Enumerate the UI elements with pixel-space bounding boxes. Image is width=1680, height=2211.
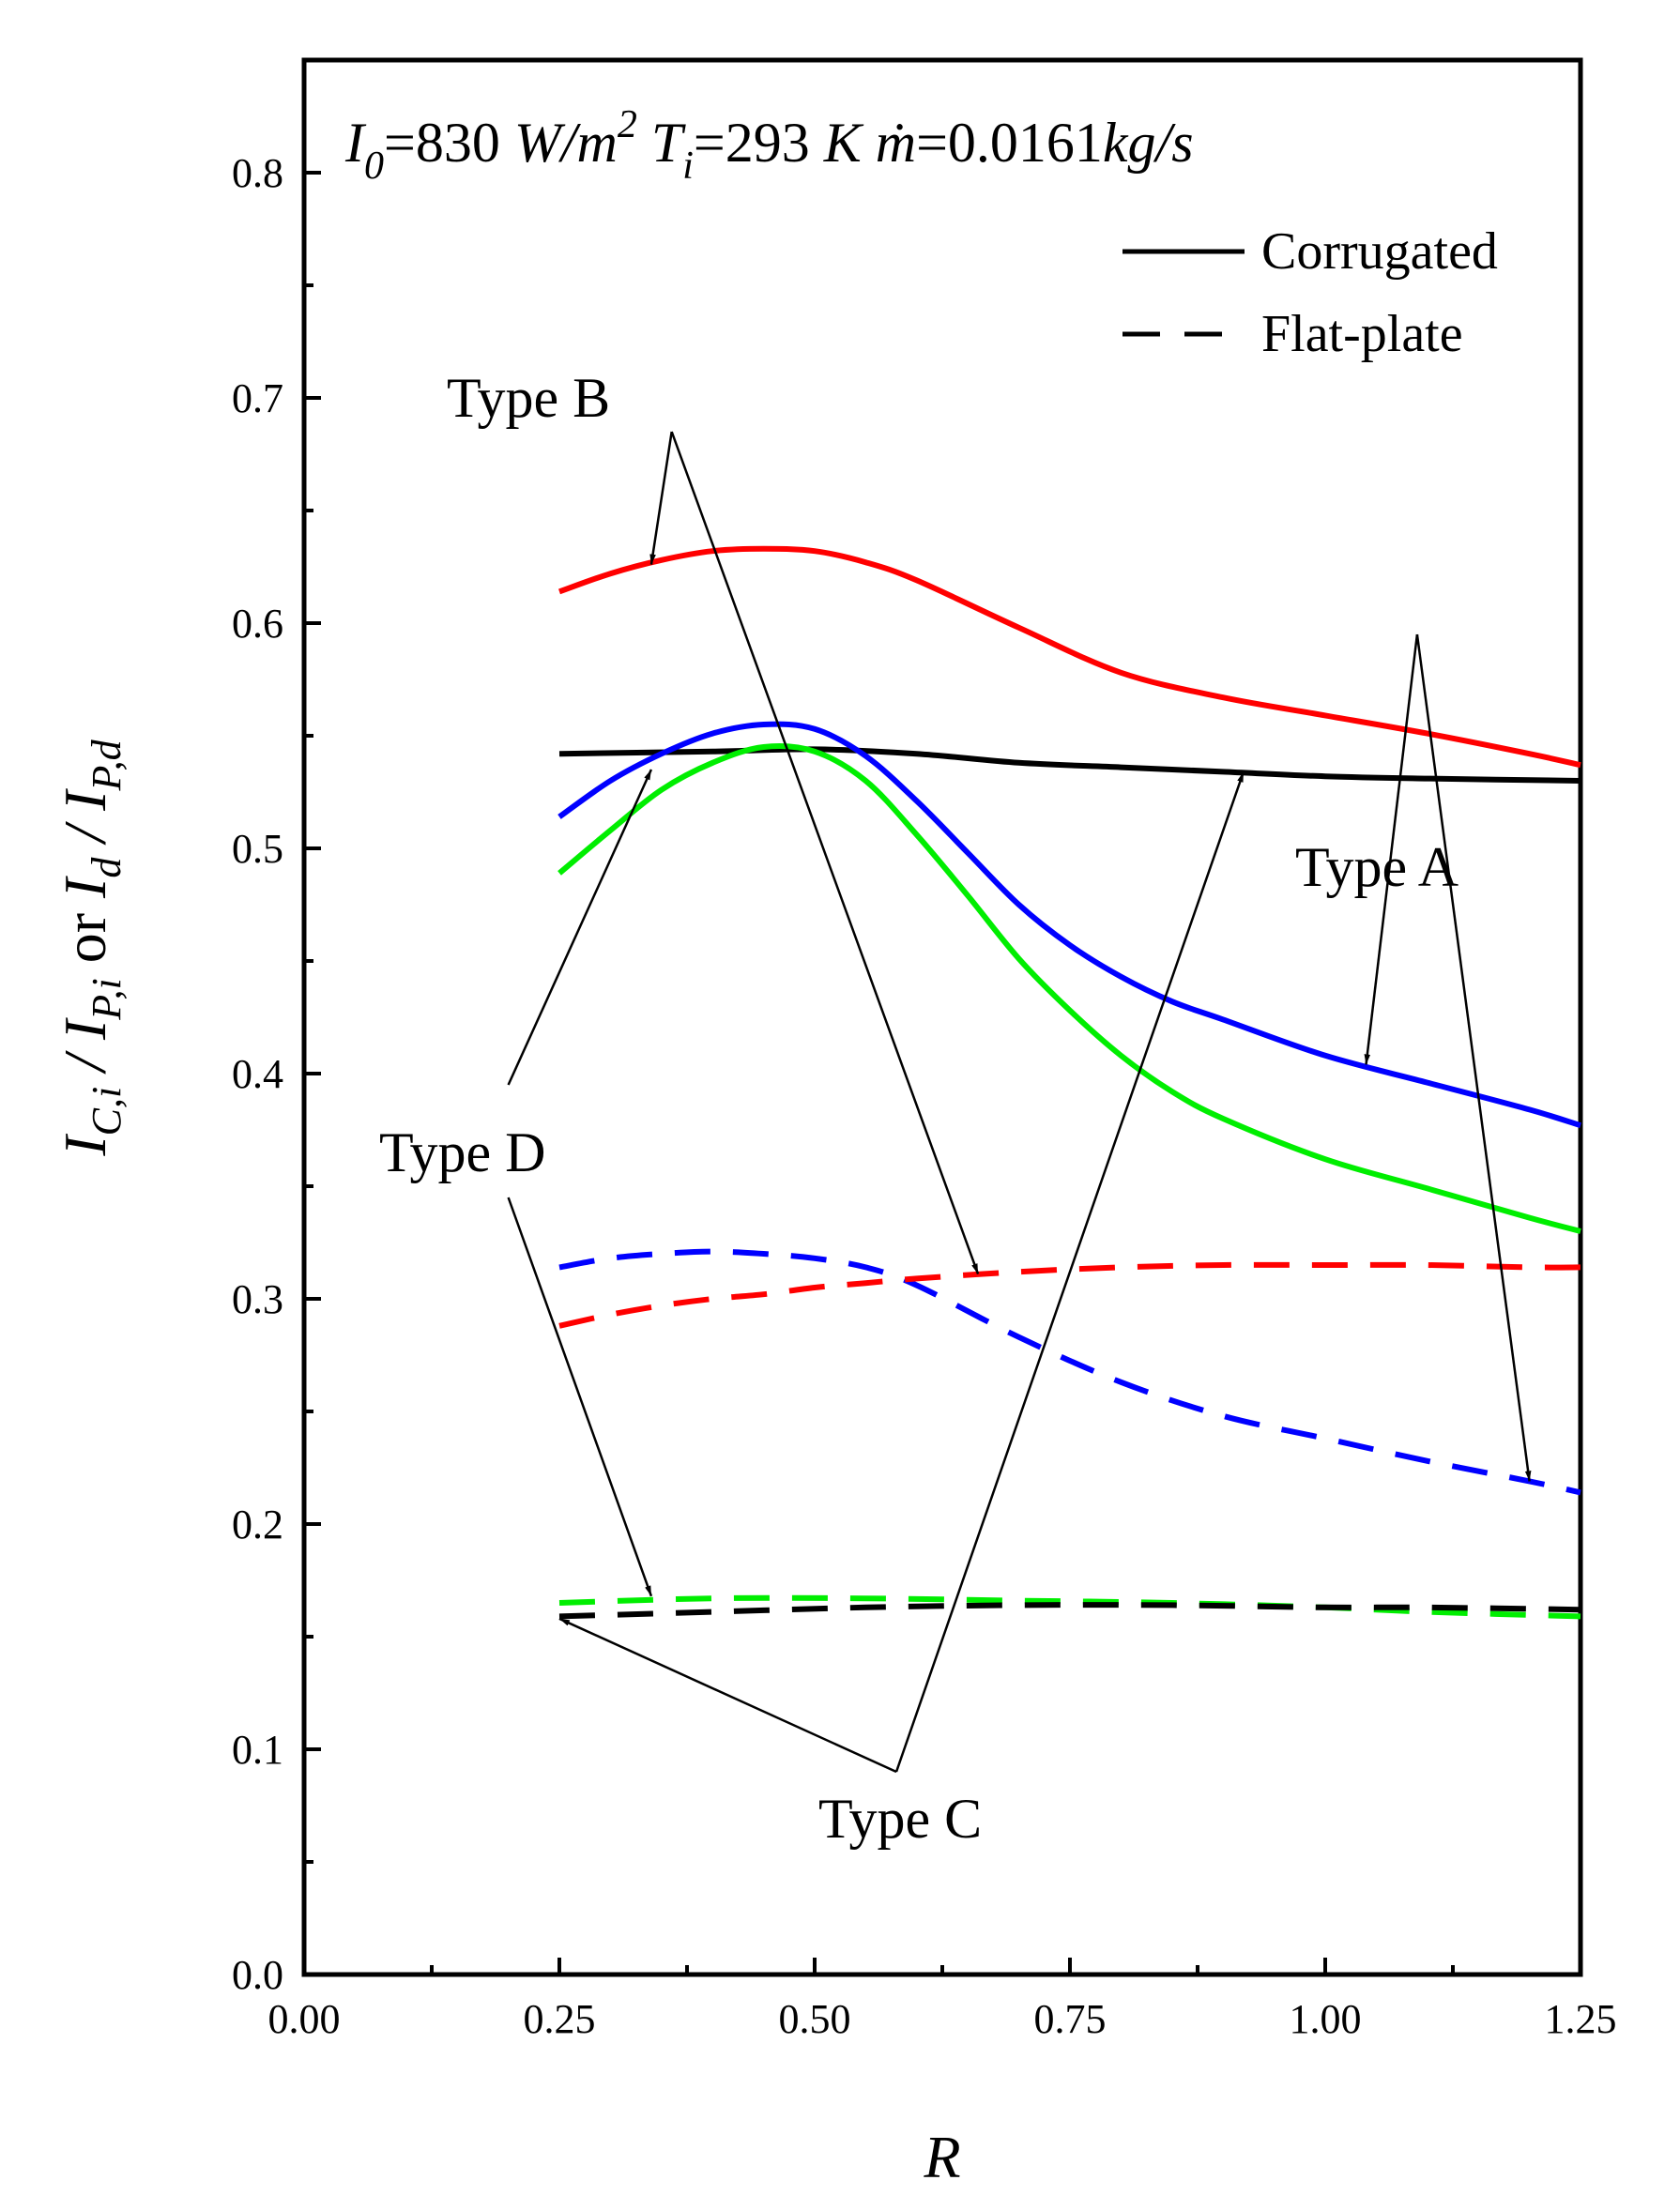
y-tick-label: 0.4 [232, 1051, 283, 1097]
label-type-c: Type C [818, 1788, 982, 1850]
series-type-a-corrugated [557, 721, 1581, 1129]
m-unit: kg/s [1103, 112, 1194, 174]
i0-unit: W/m [514, 112, 618, 174]
arrow-type-c [894, 770, 1245, 1773]
y-tick-label: 0.2 [232, 1502, 283, 1548]
y-tick-label: 0.5 [232, 826, 283, 872]
y-tick-label: 0.7 [232, 375, 283, 421]
x-axis-title: R [923, 2124, 960, 2190]
y-tick-label: 0.1 [232, 1727, 283, 1773]
series-type-c-flat-plate [558, 1602, 1581, 1620]
ti-subscript: i [682, 145, 694, 188]
legend: Corrugated Flat-plate [1123, 222, 1498, 363]
conditions-text: I0=830 W/m2 Ti=293 K ṁ=0.0161kg/s [344, 103, 1194, 188]
label-type-d: Type D [379, 1121, 545, 1183]
series-type-d-corrugated [557, 743, 1581, 1234]
m-symbol: ṁ [876, 112, 916, 174]
x-tick-label: 0.75 [1034, 1996, 1107, 2042]
ti-value: =293 [694, 112, 824, 174]
y-tick-label: 0.3 [232, 1276, 283, 1322]
axis-ticks: 0.00 0.25 0.50 0.75 1.00 1.25 0.0 0.1 0.2 0.3 0.4 0… [232, 150, 1617, 2042]
y-tick-label: 0.6 [232, 601, 283, 647]
x-tick-label: 1.25 [1545, 1996, 1617, 2042]
series-type-d-flat-plate [558, 1594, 1581, 1620]
x-tick-label: 1.00 [1290, 1996, 1362, 2042]
arrow-type-d [507, 769, 653, 1086]
x-tick-label: 0.25 [524, 1996, 596, 2042]
x-tick-label: 0.00 [268, 1996, 341, 2042]
annotation-arrows [507, 431, 1532, 1774]
ti-unit: K [823, 112, 864, 174]
y-tick-label: 0.8 [232, 150, 283, 196]
m-value: =0.0161 [916, 112, 1103, 174]
arrow-type-a [1364, 633, 1419, 1065]
series-type-b-flat-plate [558, 1261, 1581, 1329]
i0-subscript: 0 [364, 145, 384, 188]
i0-superscript: 2 [618, 103, 637, 146]
arrow-type-c [558, 1617, 897, 1774]
legend-corrugated-label: Corrugated [1261, 222, 1498, 281]
i0-value: =830 [384, 112, 514, 174]
legend-flatplate-label: Flat-plate [1261, 305, 1463, 363]
x-tick-label: 0.50 [779, 1996, 851, 2042]
arrow-type-d [507, 1197, 653, 1597]
label-type-b: Type B [447, 367, 610, 429]
arrow-type-a [1415, 633, 1532, 1482]
series-type-a-flat-plate [558, 1248, 1581, 1496]
y-axis-title: IC,i / IP,i or Id / IP,d [52, 739, 130, 1156]
y-tick-label: 0.0 [232, 1952, 283, 1998]
arrow-type-b [670, 431, 980, 1275]
arrow-type-b [649, 431, 673, 565]
i0-symbol: I [344, 112, 367, 174]
ti-symbol: T [651, 112, 686, 174]
label-type-a: Type A [1295, 836, 1459, 898]
